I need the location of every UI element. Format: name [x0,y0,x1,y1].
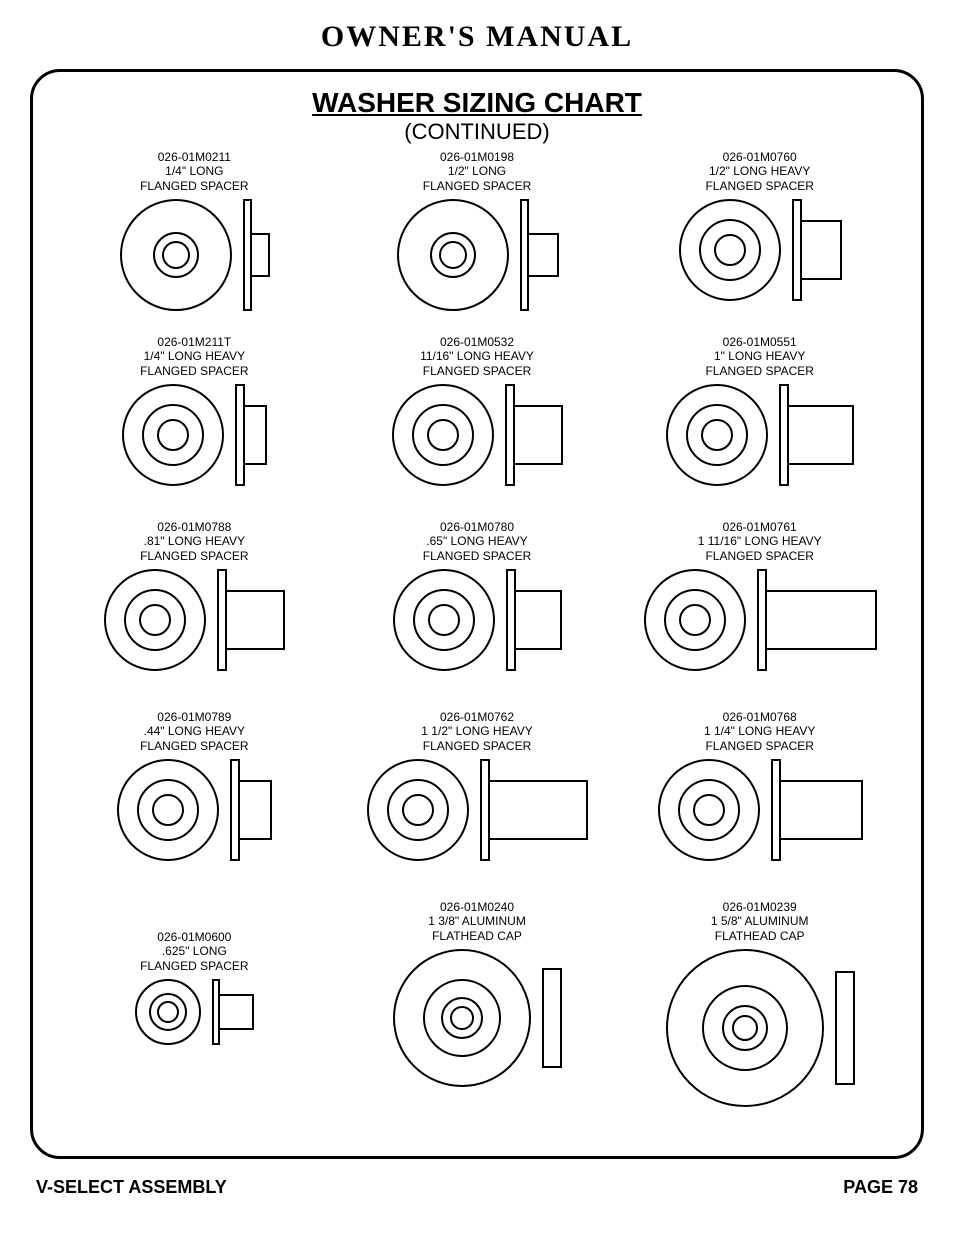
chart-item: 026-01M0240 1 3/8" ALUMINUM FLATHEAD CAP [336,900,619,1089]
chart-item: 026-01M0760 1/2" LONG HEAVY FLANGED SPAC… [618,150,901,303]
page-footer: V-SELECT ASSEMBLY PAGE 78 [30,1177,924,1198]
chart-item: 026-01M0788 .81" LONG HEAVY FLANGED SPAC… [53,520,336,673]
item-label: 026-01M0211 1/4" LONG FLANGED SPACER [140,150,248,193]
chart-item: 026-01M0532 11/16" LONG HEAVY FLANGED SP… [336,335,619,488]
item-drawing [656,757,864,863]
chart-frame: WASHER SIZING CHART (CONTINUED) 026-01M0… [30,69,924,1159]
chart-row: 026-01M0788 .81" LONG HEAVY FLANGED SPAC… [53,520,901,710]
chart-item: 026-01M0211 1/4" LONG FLANGED SPACER [53,150,336,313]
page-header: OWNER'S MANUAL [30,20,924,54]
chart-item: 026-01M0761 1 11/16" LONG HEAVY FLANGED … [618,520,901,673]
item-drawing [391,947,563,1089]
item-label: 026-01M0240 1 3/8" ALUMINUM FLATHEAD CAP [428,900,526,943]
chart-title: WASHER SIZING CHART [53,87,901,119]
item-label: 026-01M0198 1/2" LONG FLANGED SPACER [423,150,531,193]
item-drawing [390,382,564,488]
item-label: 026-01M0761 1 11/16" LONG HEAVY FLANGED … [698,520,822,563]
item-drawing [102,567,286,673]
item-drawing [642,567,878,673]
item-drawing [664,382,855,488]
chart-item: 026-01M0789 .44" LONG HEAVY FLANGED SPAC… [53,710,336,863]
chart-row: 026-01M0600 .625" LONG FLANGED SPACER 02… [53,900,901,1125]
item-label: 026-01M211T 1/4" LONG HEAVY FLANGED SPAC… [140,335,248,378]
item-label: 026-01M0780 .65" LONG HEAVY FLANGED SPAC… [423,520,531,563]
chart-row: 026-01M211T 1/4" LONG HEAVY FLANGED SPAC… [53,335,901,520]
item-drawing [677,197,843,303]
chart-row: 026-01M0211 1/4" LONG FLANGED SPACER 026… [53,150,901,335]
item-drawing [133,977,255,1047]
item-label: 026-01M0239 1 5/8" ALUMINUM FLATHEAD CAP [711,900,809,943]
item-label: 026-01M0789 .44" LONG HEAVY FLANGED SPAC… [140,710,248,753]
footer-left: V-SELECT ASSEMBLY [36,1177,227,1198]
chart-item: 026-01M0198 1/2" LONG FLANGED SPACER [336,150,619,313]
item-drawing [664,947,856,1109]
chart-item: 026-01M0551 1" LONG HEAVY FLANGED SPACER [618,335,901,488]
chart-subtitle: (CONTINUED) [53,119,901,145]
item-label: 026-01M0600 .625" LONG FLANGED SPACER [140,930,248,973]
chart-item: 026-01M211T 1/4" LONG HEAVY FLANGED SPAC… [53,335,336,488]
item-drawing [365,757,589,863]
item-label: 026-01M0788 .81" LONG HEAVY FLANGED SPAC… [140,520,248,563]
item-drawing [115,757,273,863]
item-label: 026-01M0760 1/2" LONG HEAVY FLANGED SPAC… [705,150,813,193]
item-label: 026-01M0551 1" LONG HEAVY FLANGED SPACER [705,335,813,378]
item-drawing [120,382,268,488]
chart-rows: 026-01M0211 1/4" LONG FLANGED SPACER 026… [53,150,901,1125]
chart-item: 026-01M0768 1 1/4" LONG HEAVY FLANGED SP… [618,710,901,863]
item-label: 026-01M0762 1 1/2" LONG HEAVY FLANGED SP… [421,710,532,753]
item-label: 026-01M0532 11/16" LONG HEAVY FLANGED SP… [420,335,534,378]
chart-item: 026-01M0600 .625" LONG FLANGED SPACER [53,900,336,1047]
footer-right: PAGE 78 [843,1177,918,1198]
item-drawing [395,197,560,313]
item-label: 026-01M0768 1 1/4" LONG HEAVY FLANGED SP… [704,710,815,753]
item-drawing [391,567,563,673]
item-drawing [118,197,271,313]
chart-item: 026-01M0239 1 5/8" ALUMINUM FLATHEAD CAP [618,900,901,1109]
chart-row: 026-01M0789 .44" LONG HEAVY FLANGED SPAC… [53,710,901,900]
chart-item: 026-01M0762 1 1/2" LONG HEAVY FLANGED SP… [336,710,619,863]
chart-item: 026-01M0780 .65" LONG HEAVY FLANGED SPAC… [336,520,619,673]
